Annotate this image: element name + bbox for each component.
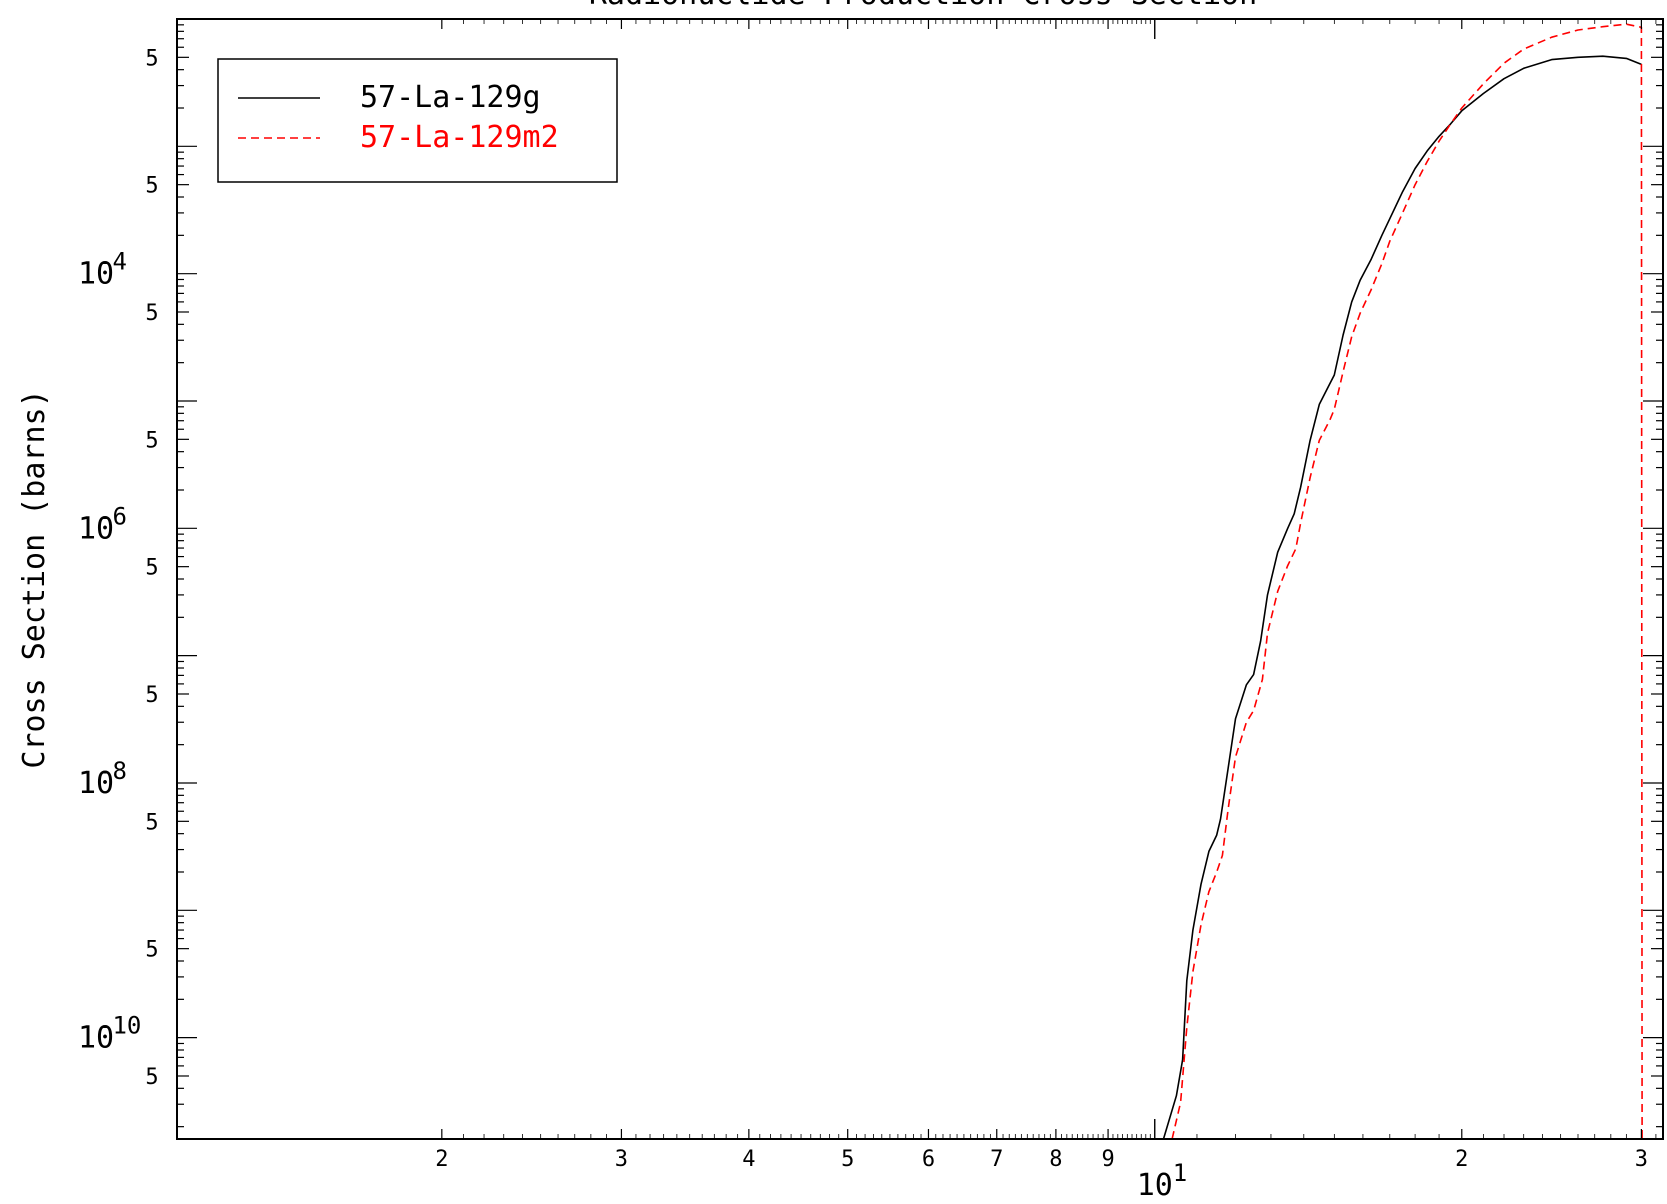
x-tick-label: 2 <box>1455 1147 1468 1172</box>
x-axis-tick-labels: 2 3 4 5 6 7 8 9 2 3 10 1 <box>435 1147 1648 1203</box>
legend-label-la129g: 57-La-129g <box>360 80 541 115</box>
y-tick-label: 5 <box>145 810 158 835</box>
x-tick-label: 3 <box>615 1147 628 1172</box>
x-tick-label: 2 <box>435 1147 448 1172</box>
y-tick-label: 5 <box>145 683 158 708</box>
y-tick-label: 5 <box>145 174 158 199</box>
y-axis-ticks <box>177 18 1663 1128</box>
x-tick-label: 8 <box>1049 1147 1062 1172</box>
y-decade-label: 10 <box>78 511 114 546</box>
y-tick-label: 5 <box>145 556 158 581</box>
y-tick-label: 5 <box>145 938 158 963</box>
legend: 57-La-129g 57-La-129m2 <box>217 58 618 183</box>
x-tick-label: 5 <box>841 1147 854 1172</box>
x-axis-ticks <box>441 19 1657 1139</box>
y-tick-label: 5 <box>145 46 158 71</box>
y-decade-exponent: -10 <box>98 1012 141 1040</box>
x-decade-exponent: 1 <box>1173 1159 1187 1187</box>
y-tick-label: 5 <box>145 301 158 326</box>
y-decade-exponent: -8 <box>98 757 127 785</box>
series-layer <box>1162 23 1643 1139</box>
y-decade-label: 10 <box>78 1021 114 1056</box>
y-decade-exponent: -6 <box>98 502 127 530</box>
x-tick-label: 9 <box>1101 1147 1114 1172</box>
y-decade-label: 10 <box>78 766 114 801</box>
x-tick-label: 7 <box>990 1147 1003 1172</box>
series-line-0 <box>1162 55 1642 1139</box>
y-axis-title: Cross Section (barns) <box>17 389 52 768</box>
y-decade-exponent: -4 <box>98 248 127 276</box>
x-tick-label: 4 <box>742 1147 755 1172</box>
chart-title: Radionuclide Production Cross Section <box>589 0 1257 12</box>
x-tick-label: 3 <box>1635 1147 1648 1172</box>
y-tick-label: 5 <box>145 428 158 453</box>
legend-box <box>217 58 618 183</box>
y-decade-label: 10 <box>78 257 114 292</box>
x-decade-label: 10 <box>1137 1168 1173 1203</box>
series-line-1 <box>1171 23 1643 1139</box>
y-tick-label: 5 <box>145 1065 158 1090</box>
legend-label-la129m2: 57-La-129m2 <box>360 120 559 155</box>
x-tick-label: 6 <box>922 1147 935 1172</box>
